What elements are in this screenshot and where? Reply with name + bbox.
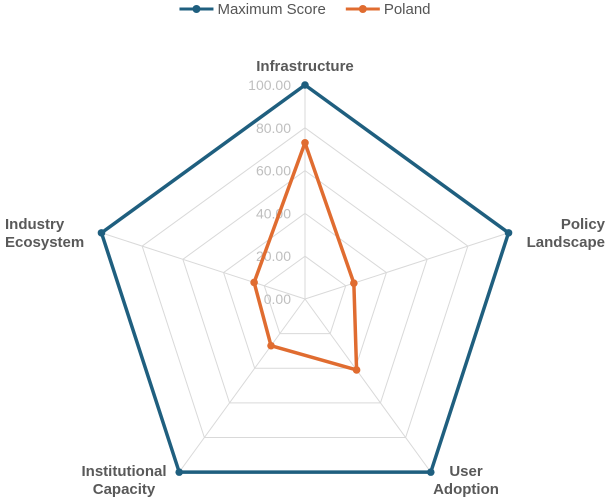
legend-label: Poland: [384, 1, 431, 18]
axis-label-line: User: [449, 463, 483, 480]
grid-spoke: [178, 298, 306, 473]
axis-label-line: Institutional: [82, 463, 167, 480]
tick-label: 100.00: [248, 77, 291, 93]
tick-label: 0.00: [264, 291, 291, 307]
axis-label-line: Adoption: [433, 481, 499, 498]
grid-spoke: [304, 298, 432, 473]
tick-label: 40.00: [256, 205, 291, 221]
axis-label-line: Policy: [561, 216, 606, 233]
grid-ring: [263, 255, 347, 335]
legend-item-maximum-score[interactable]: Maximum Score: [179, 1, 326, 18]
tick-label: 80.00: [256, 120, 291, 136]
series-poland-point: [301, 138, 309, 147]
series-maximum-score-point: [301, 81, 309, 89]
grid-spoke: [101, 232, 306, 300]
legend-label: Maximum Score: [217, 1, 325, 18]
legend-item-poland[interactable]: Poland: [345, 1, 431, 18]
series-maximum-score-line: [99, 83, 511, 474]
axis-label-policy-landscape: Policy Landscape: [527, 216, 606, 251]
axis-label-line: Industry: [5, 216, 65, 233]
axis-label-line: Capacity: [93, 481, 156, 498]
grid-ring: [223, 212, 387, 369]
grid-ring: [141, 127, 469, 439]
axis-label-infrastructure: Infrastructure: [256, 58, 354, 75]
tick-label: 60.00: [256, 163, 291, 179]
legend: Maximum Score Poland: [179, 1, 431, 18]
series-poland-point: [352, 366, 361, 374]
series-poland-point: [267, 341, 275, 350]
series-layer: [97, 81, 513, 476]
series-poland-line: [252, 141, 359, 372]
axis-label-user-adoption: User Adoption: [433, 463, 499, 498]
series-maximum-score-point: [175, 468, 184, 476]
axis-label-institutional-capacity: Institutional Capacity: [82, 463, 167, 498]
series-maximum-score-point: [426, 468, 435, 476]
series-poland-point: [250, 278, 258, 287]
series-maximum-score-point: [504, 229, 513, 237]
axis-label-industry-ecosystem: Industry Ecosystem: [5, 216, 84, 251]
series-maximum-score-point: [97, 229, 106, 237]
axis-label-line: Infrastructure: [256, 58, 354, 75]
axis-labels: Infrastructure Policy Landscape User Adoptio…: [5, 58, 606, 498]
legend-swatch-marker: [358, 5, 367, 13]
axis-label-line: Ecosystem: [5, 234, 84, 251]
axis-label-line: Landscape: [527, 234, 605, 251]
grid-ring: [182, 169, 428, 404]
grid-spoke: [304, 232, 509, 300]
legend-swatch-marker: [192, 5, 201, 13]
series-poland-point: [350, 279, 358, 287]
